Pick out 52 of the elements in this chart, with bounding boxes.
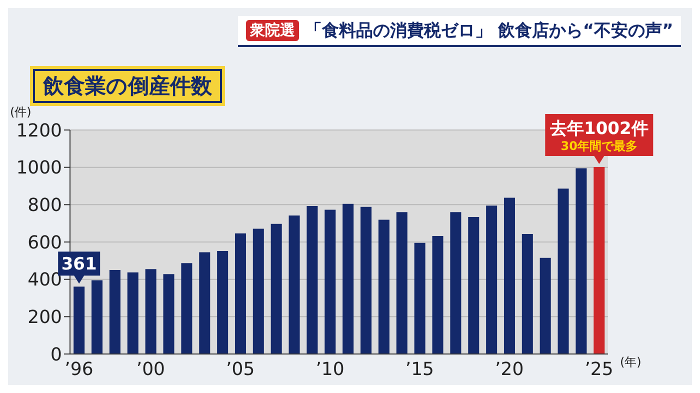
y-tick-label: 800 (28, 195, 62, 216)
bar (342, 204, 354, 354)
annotation: 30年間で最多 (560, 138, 638, 153)
y-tick-label: 400 (28, 270, 62, 291)
bar (504, 198, 515, 354)
data-label: 去年1002件 (548, 118, 648, 139)
x-tick-label: ’20 (495, 358, 524, 380)
x-tick-label: ’00 (136, 358, 166, 380)
bar (199, 252, 210, 354)
bar (127, 272, 138, 354)
bar (378, 220, 390, 354)
bar (109, 270, 120, 354)
x-tick-label: ’10 (316, 358, 344, 380)
y-axis-title: (件) (10, 104, 32, 121)
bar (522, 234, 533, 354)
x-tick-label: ’05 (226, 358, 255, 380)
bar (540, 258, 551, 354)
bar (181, 263, 192, 354)
bar (145, 269, 156, 354)
bar (594, 166, 605, 354)
y-tick-label: 1200 (16, 120, 62, 142)
bar (468, 216, 480, 354)
bar (558, 188, 569, 354)
x-tick-label: ’15 (405, 358, 434, 380)
chart-title: 「食料品の消費税ゼロ」 飲食店から“不安の声” (305, 20, 674, 42)
x-tick-label: ’96 (64, 358, 94, 380)
data-label: 361 (61, 254, 97, 275)
bar (163, 274, 174, 354)
bar (450, 212, 462, 354)
bar (288, 215, 300, 354)
bar (92, 280, 103, 354)
bar (74, 286, 85, 354)
bar (252, 228, 264, 354)
x-axis-title: (年) (620, 354, 642, 371)
y-tick-label: 1000 (16, 158, 62, 179)
bar (432, 236, 444, 354)
bar (576, 168, 587, 354)
chart-subtitle: 飲食業の倒産件数 (33, 69, 222, 103)
text: 衆院選 (246, 20, 299, 41)
bar (217, 250, 228, 354)
y-tick-label: 0 (50, 344, 62, 366)
y-tick-label: 600 (28, 232, 62, 254)
y-tick-label: 200 (28, 307, 62, 328)
bar (486, 206, 498, 354)
bar (270, 224, 282, 354)
bar (414, 242, 426, 354)
x-tick-label: ’25 (584, 358, 614, 380)
bar (396, 212, 408, 354)
bar (234, 233, 246, 354)
bar (324, 210, 336, 354)
bar (360, 206, 372, 354)
bar (306, 206, 318, 354)
